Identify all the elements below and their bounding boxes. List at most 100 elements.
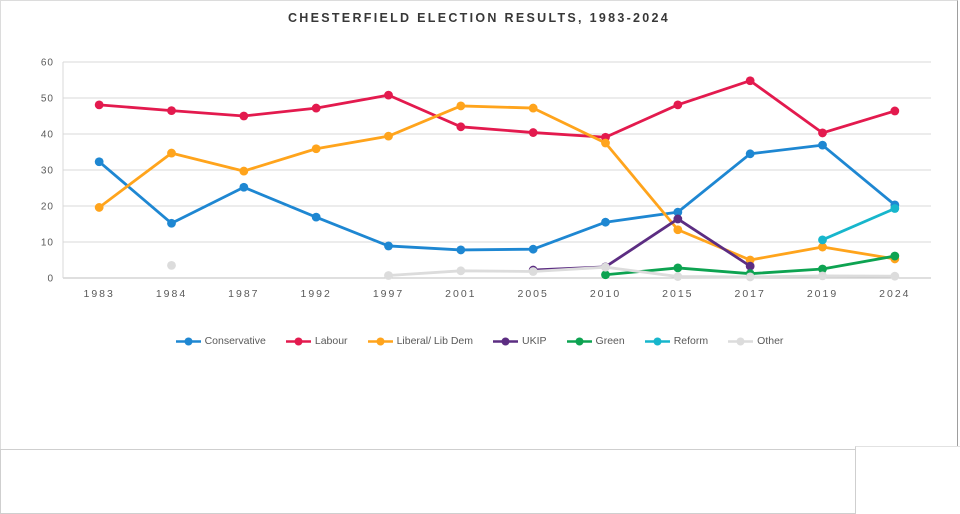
- series-line: [821, 207, 897, 242]
- y-tick-label: 20: [41, 202, 54, 213]
- chart-title: CHESTERFIELD ELECTION RESULTS, 1983-2024: [287, 11, 671, 25]
- legend-label: Green: [595, 335, 625, 347]
- data-point: [239, 166, 249, 176]
- series-reform: [818, 204, 900, 245]
- data-point: [601, 270, 610, 280]
- legend-item-labour[interactable]: Labour: [285, 335, 348, 347]
- y-tick-label: 40: [41, 130, 54, 141]
- data-point: [673, 100, 683, 110]
- y-tick-label: 50: [41, 94, 54, 105]
- x-tick-label-1997: 1997: [373, 288, 404, 300]
- legend-item-green[interactable]: Green: [566, 335, 625, 347]
- data-point: [94, 157, 104, 167]
- line-chart-plot-area: 0 10 20 30 40 50 60 1983 1984 1987 1992 1997 2001 200…: [41, 58, 931, 300]
- x-tick-label-2010: 2010: [590, 288, 621, 300]
- data-point: [311, 144, 321, 154]
- y-tick-label: 0: [47, 274, 54, 285]
- legend-item-other[interactable]: Other: [727, 335, 783, 347]
- legend-marker-icon: [493, 337, 519, 345]
- x-tick-label-2019: 2019: [807, 288, 838, 300]
- legend-marker-icon: [367, 337, 393, 345]
- series-line: [97, 143, 897, 252]
- data-point: [673, 225, 683, 235]
- series-line: [97, 79, 897, 139]
- series-ukip: [528, 214, 755, 275]
- x-tick-label-1984: 1984: [156, 288, 187, 300]
- data-point: [890, 204, 900, 213]
- data-point: [384, 271, 393, 280]
- legend-label: Labour: [314, 335, 348, 347]
- legend-label: Other: [757, 335, 784, 347]
- x-tick-label-2005: 2005: [517, 288, 548, 300]
- data-point: [890, 251, 900, 261]
- data-point: [311, 212, 321, 222]
- data-point: [818, 128, 827, 138]
- data-point: [818, 140, 827, 150]
- data-point: [818, 235, 827, 245]
- data-point: [890, 271, 900, 281]
- legend-label: UKIP: [522, 335, 547, 347]
- data-point: [745, 261, 755, 271]
- data-point: [745, 255, 755, 265]
- data-point: [239, 182, 249, 192]
- data-point: [745, 149, 755, 159]
- data-point: [384, 241, 393, 251]
- data-point: [673, 263, 683, 273]
- data-point: [167, 218, 176, 228]
- legend-item-liberal-lib-dem[interactable]: Liberal/ Lib Dem: [367, 335, 473, 347]
- data-point: [239, 111, 249, 121]
- data-point: [167, 148, 176, 158]
- x-tick-label-2001: 2001: [445, 288, 476, 300]
- data-point: [818, 242, 827, 252]
- legend-marker-icon: [644, 337, 670, 345]
- data-point: [94, 100, 104, 110]
- data-point: [818, 271, 827, 281]
- series-other: [167, 261, 900, 282]
- data-point: [456, 245, 466, 255]
- legend-item-ukip[interactable]: UKIP: [492, 335, 547, 347]
- legend-item-reform[interactable]: Reform: [644, 335, 708, 347]
- x-tick-label-2015: 2015: [662, 288, 693, 300]
- data-point: [384, 90, 393, 100]
- legend-label: Conservative: [204, 335, 266, 347]
- legend-marker-icon: [175, 337, 201, 345]
- series-line: [97, 104, 897, 262]
- data-point: [456, 122, 466, 132]
- worksheet-cell[interactable]: [855, 446, 960, 514]
- series-labour: [94, 76, 900, 142]
- legend-item-conservative[interactable]: Conservative: [175, 335, 266, 347]
- data-point: [94, 203, 104, 212]
- series-liberal-lib-dem: [94, 101, 900, 265]
- y-tick-label: 30: [41, 166, 54, 177]
- series-line: [531, 217, 752, 272]
- data-point: [818, 264, 827, 274]
- data-point: [673, 272, 683, 281]
- data-point: [601, 262, 610, 272]
- chart-object[interactable]: CHESTERFIELD ELECTION RESULTS, 1983-2024…: [0, 0, 958, 449]
- data-point: [745, 272, 755, 282]
- x-tick-label-2024: 2024: [879, 288, 910, 300]
- legend-label: Reform: [673, 335, 709, 347]
- series-line: [387, 265, 897, 279]
- data-point: [528, 128, 538, 137]
- data-point: [528, 267, 538, 276]
- data-point: [890, 106, 900, 116]
- data-point: [384, 131, 393, 141]
- legend-marker-icon: [285, 337, 311, 345]
- data-point: [528, 103, 538, 113]
- data-point: [528, 244, 538, 254]
- legend-label: Liberal/ Lib Dem: [396, 335, 474, 347]
- x-tick-label-1987: 1987: [228, 288, 259, 300]
- data-point: [601, 138, 610, 148]
- data-point: [673, 207, 683, 217]
- x-tick-label-1992: 1992: [300, 288, 331, 300]
- data-point: [673, 214, 683, 224]
- data-point: [601, 217, 610, 227]
- data-point: [456, 266, 466, 276]
- y-tick-label: 10: [41, 238, 54, 249]
- legend-marker-icon: [566, 337, 592, 345]
- legend-marker-icon: [728, 337, 754, 345]
- x-tick-label-2017: 2017: [734, 288, 765, 300]
- worksheet-cell-row[interactable]: [0, 449, 856, 514]
